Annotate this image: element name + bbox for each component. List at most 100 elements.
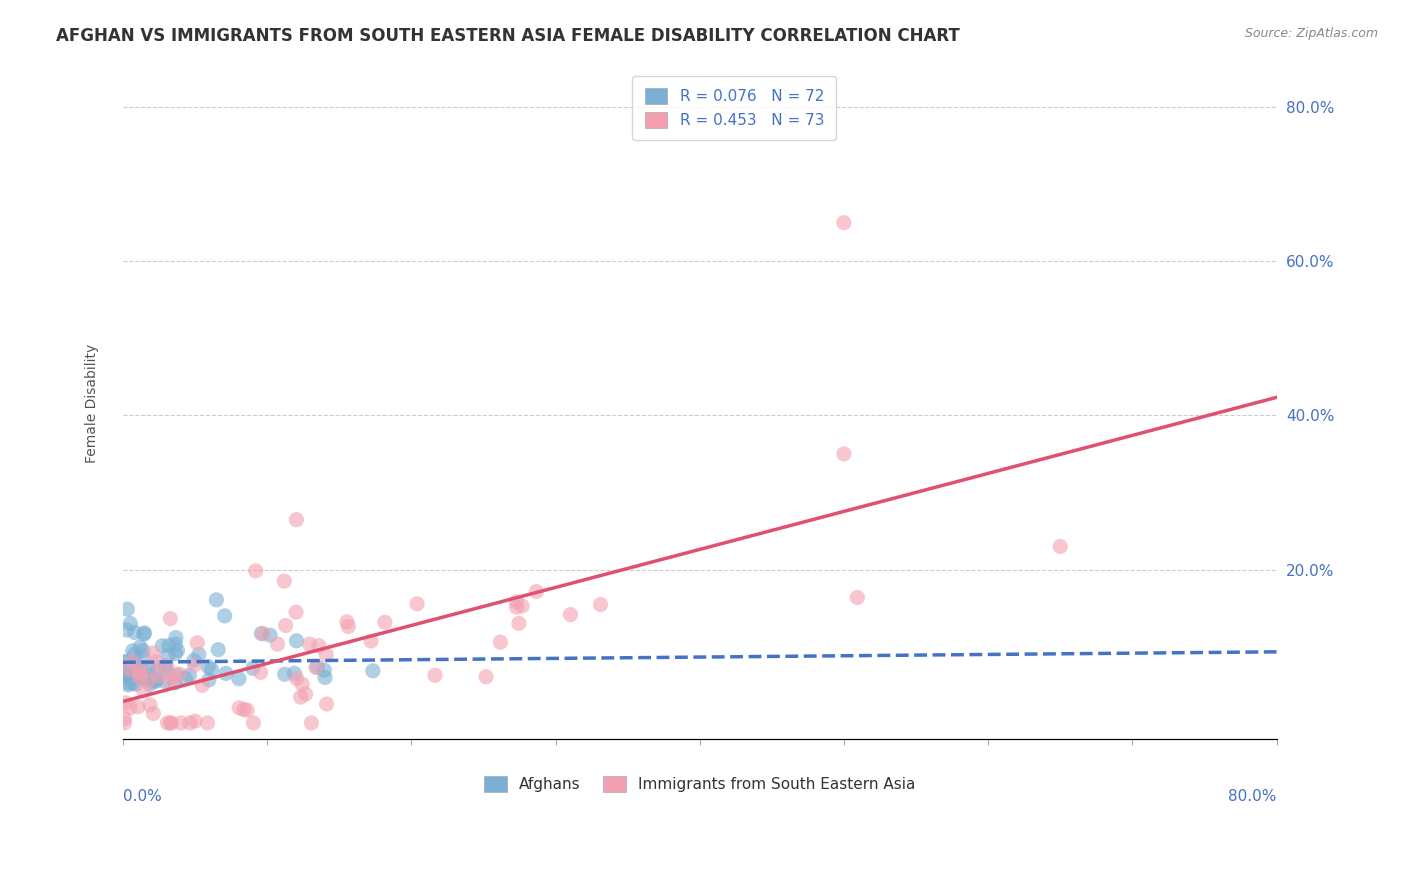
Point bbox=[132, 672, 155, 686]
Point bbox=[360, 634, 382, 648]
Point bbox=[266, 637, 288, 651]
Point bbox=[155, 659, 177, 673]
Point bbox=[259, 628, 281, 642]
Point bbox=[121, 655, 143, 669]
Point bbox=[273, 574, 295, 589]
Point bbox=[114, 696, 136, 710]
Point bbox=[165, 637, 187, 651]
Text: AFGHAN VS IMMIGRANTS FROM SOUTH EASTERN ASIA FEMALE DISABILITY CORRELATION CHART: AFGHAN VS IMMIGRANTS FROM SOUTH EASTERN … bbox=[56, 27, 960, 45]
Point bbox=[283, 666, 305, 681]
Point bbox=[146, 660, 169, 674]
Point bbox=[475, 670, 498, 684]
Point bbox=[125, 669, 148, 683]
Point bbox=[129, 668, 152, 682]
Point bbox=[285, 513, 308, 527]
Point bbox=[315, 648, 337, 662]
Text: 80.0%: 80.0% bbox=[1229, 789, 1277, 805]
Point bbox=[112, 669, 135, 683]
Point bbox=[121, 644, 143, 658]
Point bbox=[156, 715, 179, 730]
Point bbox=[505, 600, 527, 615]
Point bbox=[589, 598, 612, 612]
Point bbox=[207, 642, 229, 657]
Legend: Afghans, Immigrants from South Eastern Asia: Afghans, Immigrants from South Eastern A… bbox=[478, 771, 922, 798]
Point bbox=[183, 653, 205, 667]
Point bbox=[142, 646, 165, 660]
Point bbox=[145, 674, 167, 689]
Point bbox=[114, 715, 136, 730]
Point bbox=[142, 706, 165, 721]
Point bbox=[118, 676, 141, 690]
Point bbox=[129, 640, 152, 654]
Point bbox=[186, 636, 208, 650]
Point bbox=[832, 447, 855, 461]
Point bbox=[285, 605, 308, 619]
Point bbox=[145, 673, 167, 687]
Point bbox=[138, 668, 160, 682]
Point bbox=[832, 216, 855, 230]
Point bbox=[505, 595, 527, 609]
Point bbox=[114, 665, 136, 680]
Point bbox=[197, 659, 219, 673]
Point bbox=[160, 715, 183, 730]
Point bbox=[145, 654, 167, 668]
Point bbox=[125, 677, 148, 691]
Point bbox=[249, 665, 271, 680]
Point bbox=[128, 671, 150, 685]
Point bbox=[165, 646, 187, 660]
Point bbox=[423, 668, 446, 682]
Point bbox=[125, 668, 148, 682]
Point bbox=[273, 667, 295, 681]
Point bbox=[406, 597, 429, 611]
Point bbox=[159, 612, 181, 626]
Point bbox=[122, 661, 145, 675]
Point bbox=[131, 664, 153, 678]
Point bbox=[201, 663, 224, 677]
Point bbox=[1049, 540, 1071, 554]
Point bbox=[132, 643, 155, 657]
Point bbox=[197, 715, 219, 730]
Point bbox=[298, 637, 321, 651]
Point bbox=[250, 626, 273, 640]
Point bbox=[124, 661, 146, 675]
Point bbox=[285, 633, 308, 648]
Point bbox=[157, 648, 180, 663]
Point bbox=[214, 608, 236, 623]
Point bbox=[245, 564, 267, 578]
Point bbox=[336, 615, 359, 629]
Point bbox=[150, 639, 173, 653]
Point bbox=[157, 639, 180, 653]
Point bbox=[128, 666, 150, 681]
Point bbox=[183, 658, 205, 673]
Point bbox=[132, 627, 155, 641]
Point bbox=[215, 666, 238, 681]
Point bbox=[139, 698, 162, 712]
Point bbox=[117, 678, 139, 692]
Point bbox=[308, 639, 330, 653]
Point bbox=[124, 625, 146, 640]
Point bbox=[112, 711, 135, 725]
Point bbox=[115, 668, 138, 682]
Point bbox=[299, 715, 322, 730]
Point bbox=[159, 674, 181, 689]
Point bbox=[285, 671, 308, 685]
Point bbox=[508, 616, 530, 631]
Point bbox=[163, 670, 186, 684]
Point bbox=[305, 660, 328, 674]
Point bbox=[205, 592, 228, 607]
Point bbox=[163, 676, 186, 690]
Point bbox=[148, 668, 170, 682]
Point bbox=[169, 667, 191, 681]
Text: Source: ZipAtlas.com: Source: ZipAtlas.com bbox=[1244, 27, 1378, 40]
Point bbox=[524, 584, 547, 599]
Point bbox=[198, 673, 221, 687]
Point bbox=[337, 619, 360, 633]
Point bbox=[252, 626, 274, 640]
Point bbox=[184, 714, 207, 728]
Point bbox=[179, 715, 201, 730]
Point bbox=[121, 676, 143, 690]
Point bbox=[242, 715, 264, 730]
Point bbox=[120, 616, 142, 631]
Point bbox=[510, 599, 533, 613]
Point bbox=[291, 677, 314, 691]
